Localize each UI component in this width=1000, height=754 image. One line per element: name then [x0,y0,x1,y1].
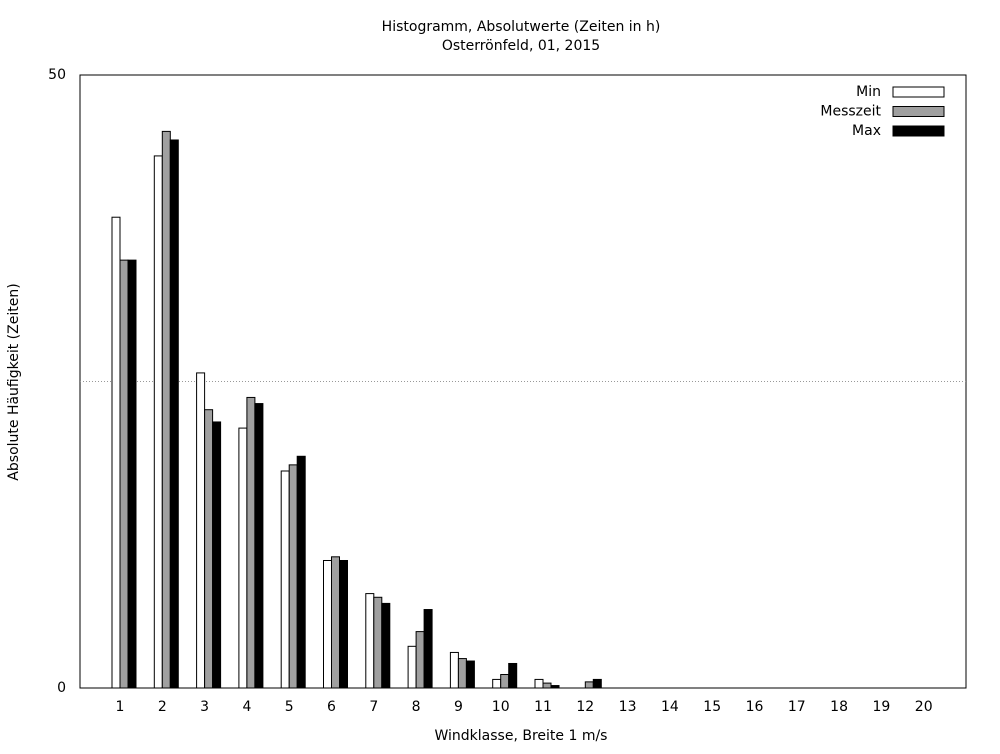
bar [212,421,222,689]
x-tick-label: 5 [285,699,294,715]
bar [169,139,179,689]
bar [365,593,375,689]
legend-label: Messzeit [820,104,881,120]
legend-swatch [892,106,945,117]
bar [153,155,163,689]
bar [449,651,459,689]
bar [492,678,502,689]
bar [254,403,264,689]
bar [339,559,348,689]
bar [465,660,475,689]
x-tick-label: 13 [619,699,637,715]
chart-title: Histogramm, Absolutwerte (Zeiten in h) [382,19,661,35]
bar [381,602,391,689]
x-tick-label: 9 [454,699,463,715]
bar [534,678,544,689]
bar [550,685,560,689]
x-tick-label: 2 [158,699,167,715]
legend-label: Max [852,123,881,139]
chart-subtitle: Osterrönfeld, 01, 2015 [442,38,600,54]
y-axis-label: Absolute Häufigkeit (Zeiten) [6,283,22,480]
bar [288,464,298,689]
bar [161,130,171,689]
bar [373,596,383,689]
bar [407,645,417,689]
bar [331,556,340,689]
bar [196,372,206,689]
bar [111,216,121,689]
bar [204,409,214,689]
x-tick-label: 8 [412,699,421,715]
bar [508,662,518,689]
x-tick-label: 14 [661,699,679,715]
x-tick-label: 12 [576,699,594,715]
x-tick-label: 11 [534,699,552,715]
bar [323,559,332,689]
bar [584,681,594,689]
bar [280,470,290,689]
x-tick-label: 18 [830,699,848,715]
bar [296,455,306,689]
legend-swatch [892,125,945,137]
x-tick-label: 19 [872,699,890,715]
y-tick-label: 0 [57,680,66,696]
x-tick-label: 16 [746,699,764,715]
x-tick-label: 3 [200,699,209,715]
bar [238,427,248,689]
bar [500,674,510,689]
legend-swatch [892,86,945,98]
x-tick-label: 17 [788,699,806,715]
bar [415,631,425,689]
x-tick-label: 6 [327,699,336,715]
bar [542,682,552,689]
x-tick-label: 4 [242,699,251,715]
x-tick-label: 10 [492,699,510,715]
bar [457,658,467,689]
x-tick-label: 1 [116,699,125,715]
legend-label: Min [856,84,881,100]
x-tick-label: 20 [915,699,933,715]
bar [119,259,129,689]
bar [592,678,602,689]
x-axis-label: Windklasse, Breite 1 m/s [435,728,608,744]
x-tick-label: 15 [703,699,721,715]
bar [127,259,137,689]
y-tick-label: 50 [48,67,66,83]
bar [246,396,256,689]
bar [423,609,433,689]
x-tick-label: 7 [369,699,378,715]
